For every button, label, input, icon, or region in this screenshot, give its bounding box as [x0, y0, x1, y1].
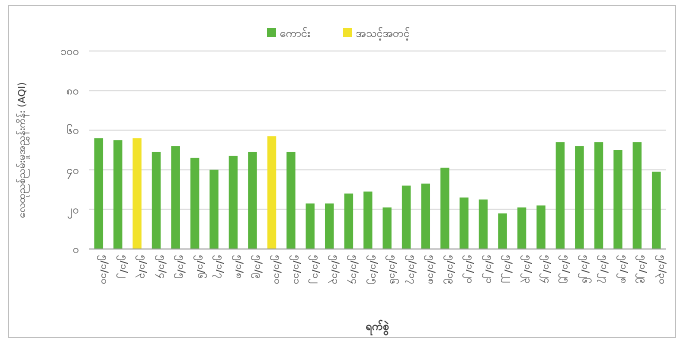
- bar: [324, 203, 334, 249]
- x-tick-label: ၅/၁/၁၅: [366, 255, 379, 284]
- gridlines: [89, 50, 666, 210]
- x-tick-label: ၅/၁/၂၅: [558, 255, 571, 284]
- bar: [344, 193, 354, 249]
- x-tick-label: ၅/၁/၁၉: [443, 255, 456, 284]
- x-tick-label: ၅/၁/၂: [116, 255, 129, 278]
- bar: [382, 207, 392, 249]
- x-tick-label: ၅/၁/၂၈: [616, 255, 629, 284]
- bar: [363, 191, 373, 249]
- x-tick-label: ၅/၁/၃: [135, 255, 148, 279]
- bar: [305, 203, 315, 249]
- x-tick-label: ၅/၁/၂၁: [481, 255, 494, 284]
- x-tick-label: ၅/၁/၈: [231, 255, 244, 279]
- bar: [651, 171, 661, 249]
- bar: [94, 138, 104, 249]
- x-tick-label: ၅/၁/၃၀: [654, 255, 667, 284]
- y-tick-label: ၆၀: [67, 124, 79, 137]
- bar: [267, 136, 277, 249]
- legend-label: ကောင်း: [280, 27, 310, 40]
- x-tick-label: ၅/၁/၁၀: [97, 255, 110, 284]
- legend-swatch: [343, 28, 352, 37]
- x-tick-label: ၅/၁/၄: [154, 255, 167, 279]
- bars: [94, 136, 661, 249]
- bar: [190, 157, 200, 249]
- x-tick-label: ၅/၁/၁၇: [404, 255, 417, 284]
- x-tick-label: ၅/၁/၁၄: [347, 255, 360, 284]
- x-tick-label: ၅/၁/၁၁: [289, 255, 302, 284]
- bar: [228, 155, 238, 249]
- x-tick-label: ၅/၁/၂၄: [539, 255, 552, 284]
- y-tick-label: ၄၀: [67, 164, 79, 179]
- bar: [536, 205, 546, 249]
- legend-label: အသင့်အတင့်: [356, 27, 410, 41]
- x-tick-label: ၅/၁/၂၂: [501, 255, 514, 283]
- y-tick-label: ၀: [73, 243, 79, 256]
- bar: [132, 138, 142, 249]
- bar: [286, 151, 296, 249]
- x-tick-label: ၅/၁/၁၂: [308, 255, 321, 284]
- x-tick-labels: ၅/၁/၁၀ ၅/၁/၂ ၅/၁/၃ ၅/၁/၄ ၅/၁/၅ ၅/၁/၆ ၅/၁/၇ ၅/၁/…: [97, 255, 668, 285]
- bar: [171, 146, 180, 249]
- bar: [555, 142, 565, 249]
- y-tick-labels: ၀ ၂၀ ၄၀ ၆၀ ၈၀ ၁၀၀: [60, 45, 79, 256]
- x-tick-label: ၅/၁/၂၇: [597, 255, 610, 284]
- bar: [498, 213, 507, 249]
- y-tick-label: ၁၀၀: [60, 45, 79, 58]
- bar: [421, 183, 431, 249]
- bar: [478, 199, 488, 249]
- x-tick-label: ၅/၁/၂၉: [635, 255, 648, 284]
- bar: [517, 207, 527, 249]
- x-tick-label: ၅/၁/၁၆: [385, 255, 400, 285]
- y-axis-label: လေထုညစ်ညမ်းမှုအညွှန်းကိန်း (AQI): [15, 82, 30, 218]
- chart-frame: ကောင်း အသင့်အတင့် ၀၂၀ ၄၀ ၆၀ ၈၀ ၁၀၀ ၅/၁/၁၀ ၅/၁/…: [8, 5, 676, 338]
- bar: [401, 185, 411, 249]
- y-tick-label: ၈၀: [67, 85, 79, 98]
- x-tick-label: ၅/၁/၉: [250, 255, 263, 279]
- x-tick-label: ၅/၁/၁၃: [327, 255, 340, 284]
- bar: [594, 142, 604, 249]
- x-tick-label: ၅/၁/၁၈: [424, 255, 437, 284]
- x-tick-label: ၅/၁/၅: [174, 255, 187, 279]
- x-axis-label: ရက်စွဲ: [366, 319, 389, 336]
- bar: [459, 197, 469, 249]
- x-tick-label: ၅/၁/၂၀: [462, 255, 475, 284]
- bar: [613, 150, 623, 249]
- legend-swatch: [267, 28, 276, 37]
- x-tick-label: ၅/၁/၂၃: [520, 255, 533, 284]
- x-tick-label: ၅/၁/၇: [212, 255, 225, 279]
- legend: ကောင်း အသင့်အတင့်: [267, 27, 410, 41]
- bar: [209, 169, 219, 249]
- x-tick-label: ၅/၁/၂၆: [577, 255, 592, 284]
- x-tick-label: ၅/၁/၁၀: [270, 255, 283, 284]
- bar: [151, 151, 161, 249]
- bar: [440, 167, 450, 249]
- bar: [113, 140, 123, 249]
- bar: [248, 151, 257, 249]
- x-tick-label: ၅/၁/၆: [193, 255, 208, 279]
- bar: [632, 142, 642, 249]
- y-tick-label: ၂၀: [67, 203, 79, 218]
- bar: [575, 146, 584, 249]
